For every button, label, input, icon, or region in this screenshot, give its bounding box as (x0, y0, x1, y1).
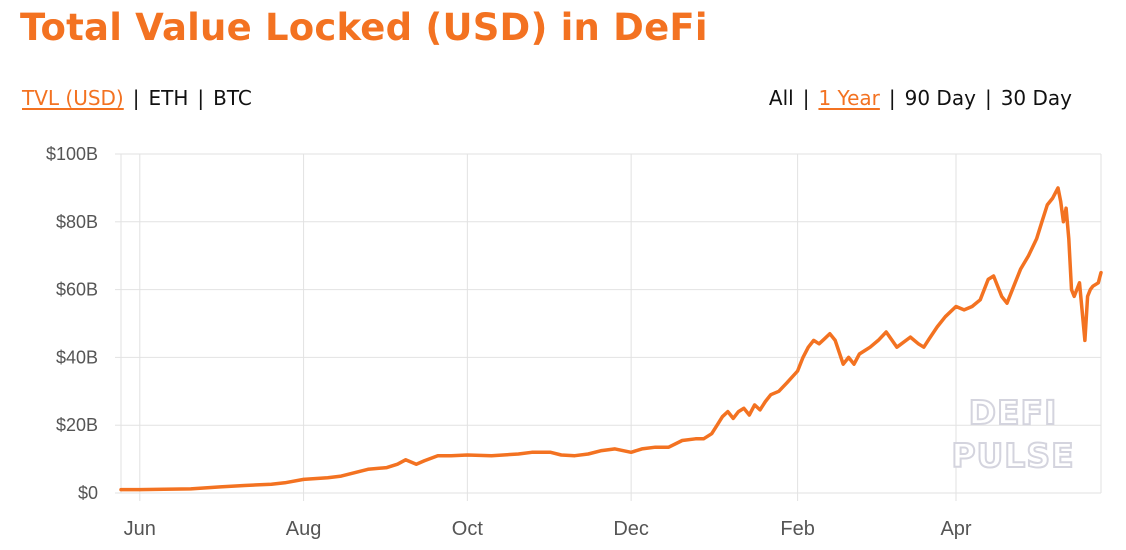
x-axis: Jun Aug Oct Dec Feb Apr (124, 518, 972, 540)
y-tick-label: $80B (56, 212, 98, 232)
metric-toggle-group: TVL (USD) | ETH | BTC (22, 86, 252, 110)
range-option-all[interactable]: All (768, 86, 794, 110)
range-option-1-year[interactable]: 1 Year (818, 86, 880, 110)
range-option-30-day[interactable]: 30 Day (1000, 86, 1072, 110)
y-tick-label: $20B (56, 415, 98, 435)
x-tick-label: Dec (613, 518, 649, 540)
range-option-90-day[interactable]: 90 Day (904, 86, 976, 110)
tvl-series-line[interactable] (119, 186, 1103, 492)
x-tick-label: Aug (286, 518, 322, 540)
metric-option-eth[interactable]: ETH (148, 86, 189, 110)
range-toggle-group: All | 1 Year | 90 Day | 30 Day (769, 86, 1072, 110)
series-group (119, 186, 1103, 492)
watermark-line-2: PULSE (951, 436, 1074, 475)
page-title: Total Value Locked (USD) in DeFi (20, 6, 708, 49)
watermark: DEFI PULSE (950, 392, 1074, 476)
x-tick-label: Feb (780, 518, 814, 540)
separator: | (888, 86, 896, 110)
watermark-line-1: DEFI (969, 393, 1058, 432)
chart-grid (120, 153, 1102, 501)
y-tick-label: $100B (46, 144, 98, 164)
separator: | (802, 86, 810, 110)
x-tick-label: Jun (124, 518, 156, 540)
x-tick-label: Apr (940, 518, 971, 540)
separator: | (984, 86, 992, 110)
y-tick-label: $40B (56, 347, 98, 367)
x-tick-label: Oct (452, 518, 484, 540)
y-tick-label: $0 (78, 483, 98, 503)
metric-option-tvl-usd[interactable]: TVL (USD) (22, 86, 124, 110)
metric-option-btc[interactable]: BTC (213, 86, 252, 110)
y-axis: $0 $20B $40B $60B $80B $100B (46, 144, 121, 503)
separator: | (197, 86, 205, 110)
y-tick-label: $60B (56, 280, 98, 300)
separator: | (132, 86, 140, 110)
